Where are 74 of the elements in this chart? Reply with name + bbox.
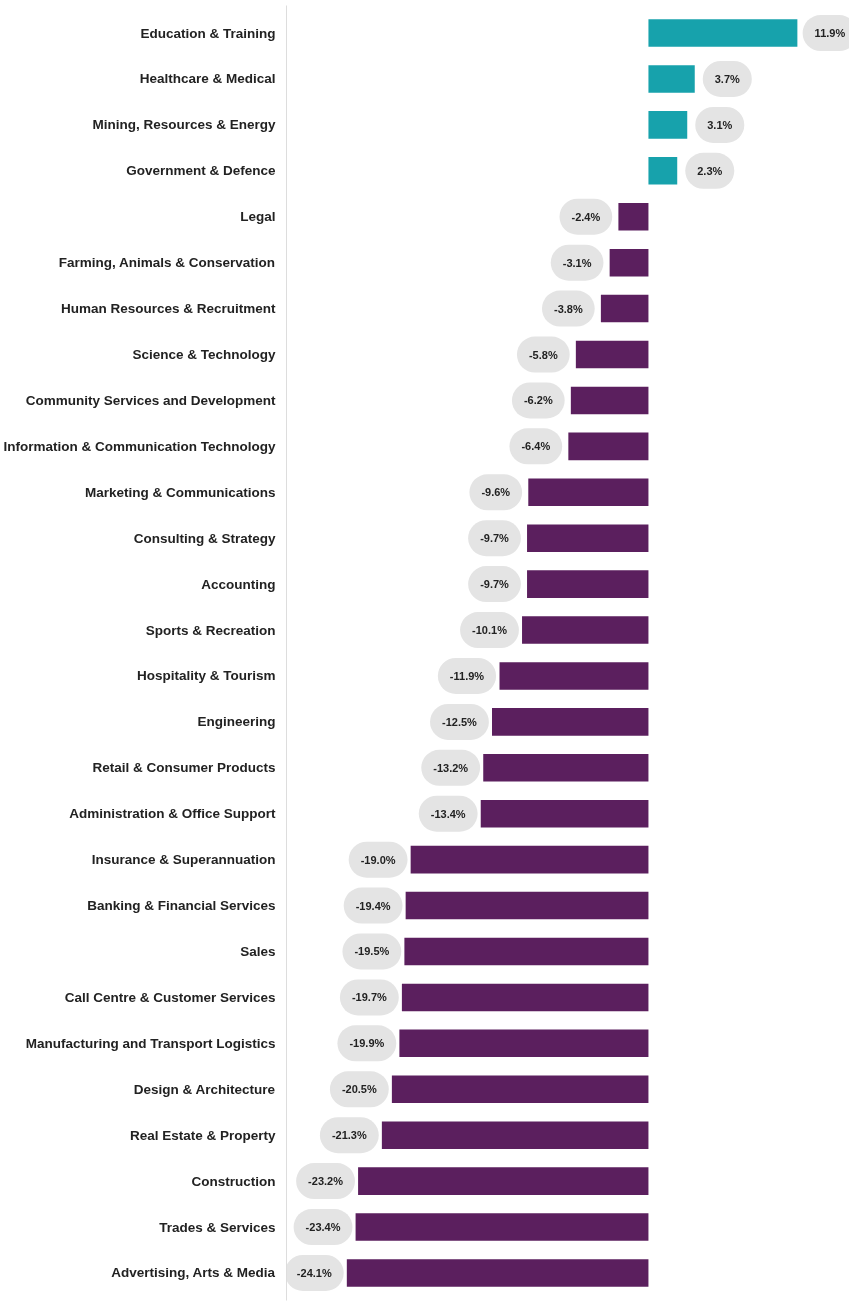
bar bbox=[609, 248, 649, 277]
y-tick-label: Accounting bbox=[201, 576, 276, 592]
y-tick-label: Trades & Services bbox=[159, 1219, 276, 1235]
data-label: 3.1% bbox=[707, 118, 733, 131]
bar bbox=[648, 111, 688, 139]
data-label: -9.7% bbox=[480, 532, 510, 545]
y-tick-label: Insurance & Superannuation bbox=[91, 852, 276, 868]
bar bbox=[522, 616, 649, 644]
data-label: -9.7% bbox=[480, 578, 510, 591]
bar bbox=[648, 157, 678, 185]
y-tick-label: Retail & Consumer Products bbox=[92, 760, 276, 776]
data-label: -10.1% bbox=[472, 624, 508, 637]
bar bbox=[527, 570, 649, 598]
data-label: -19.7% bbox=[351, 991, 387, 1004]
bar bbox=[528, 478, 649, 507]
data-label: -9.6% bbox=[481, 486, 511, 499]
y-tick-label: Advertising, Arts & Media bbox=[111, 1265, 276, 1281]
y-tick-label: Healthcare & Medical bbox=[139, 71, 276, 87]
bar bbox=[618, 202, 649, 231]
bar bbox=[648, 65, 695, 93]
y-tick-label: Design & Architecture bbox=[133, 1081, 276, 1097]
data-label: -19.4% bbox=[355, 899, 391, 912]
y-tick-label: Marketing & Communications bbox=[84, 484, 276, 500]
data-label: -3.8% bbox=[553, 302, 583, 315]
y-tick-label: Construction bbox=[191, 1173, 276, 1189]
y-tick-label: Sales bbox=[240, 943, 276, 959]
y-tick-label: Call Centre & Customer Services bbox=[64, 989, 276, 1005]
y-tick-label: Education & Training bbox=[140, 25, 276, 41]
data-label: -19.0% bbox=[360, 853, 396, 866]
y-tick-label: Engineering bbox=[197, 714, 276, 730]
bar bbox=[483, 754, 649, 782]
y-tick-label: Manufacturing and Transport Logistics bbox=[25, 1035, 276, 1051]
data-label: 11.9% bbox=[814, 27, 846, 40]
data-label: -3.1% bbox=[562, 256, 592, 269]
bar bbox=[568, 432, 649, 461]
bar bbox=[570, 386, 649, 415]
bar bbox=[575, 340, 649, 369]
y-tick-label: Sports & Recreation bbox=[145, 622, 276, 638]
y-tick-label: Farming, Animals & Conservation bbox=[58, 255, 276, 271]
bar bbox=[648, 19, 798, 47]
data-label: -12.5% bbox=[442, 715, 478, 728]
y-tick-label: Real Estate & Property bbox=[129, 1127, 276, 1143]
data-label: -24.1% bbox=[296, 1266, 332, 1279]
y-tick-label: Hospitality & Tourism bbox=[136, 668, 276, 684]
y-tick-label: Government & Defence bbox=[126, 163, 276, 179]
y-tick-label: Legal bbox=[240, 209, 276, 225]
y-tick-label: Administration & Office Support bbox=[69, 806, 276, 822]
data-label: -20.5% bbox=[341, 1083, 377, 1096]
data-label: -23.2% bbox=[308, 1175, 344, 1188]
data-label: -6.2% bbox=[523, 394, 553, 407]
data-label: -19.9% bbox=[349, 1037, 385, 1050]
data-label: -5.8% bbox=[528, 348, 558, 361]
bar bbox=[600, 294, 649, 323]
data-label: -13.2% bbox=[433, 761, 469, 774]
y-tick-label: Banking & Financial Services bbox=[87, 898, 276, 914]
bar bbox=[492, 708, 649, 736]
y-tick-label: Consulting & Strategy bbox=[133, 530, 276, 546]
data-label: 3.7% bbox=[714, 72, 741, 85]
data-label: 2.3% bbox=[697, 164, 723, 177]
y-tick-label: Science & Technology bbox=[132, 347, 276, 363]
bar bbox=[358, 1167, 649, 1195]
data-label: -2.4% bbox=[571, 210, 601, 223]
y-tick-label: Human Resources & Recruitment bbox=[60, 301, 276, 317]
data-label: -23.4% bbox=[305, 1221, 341, 1234]
bar bbox=[499, 662, 649, 690]
y-tick-label: Community Services and Development bbox=[25, 392, 276, 408]
data-label: -11.9% bbox=[449, 669, 485, 682]
data-label: -13.4% bbox=[430, 807, 466, 820]
data-label: -19.5% bbox=[354, 945, 390, 958]
data-label: -21.3% bbox=[331, 1129, 367, 1142]
data-label: -6.4% bbox=[521, 440, 551, 453]
y-tick-label: Mining, Resources & Energy bbox=[92, 117, 276, 133]
bar bbox=[527, 524, 649, 552]
y-tick-label: Information & Communication Technology bbox=[3, 438, 276, 454]
